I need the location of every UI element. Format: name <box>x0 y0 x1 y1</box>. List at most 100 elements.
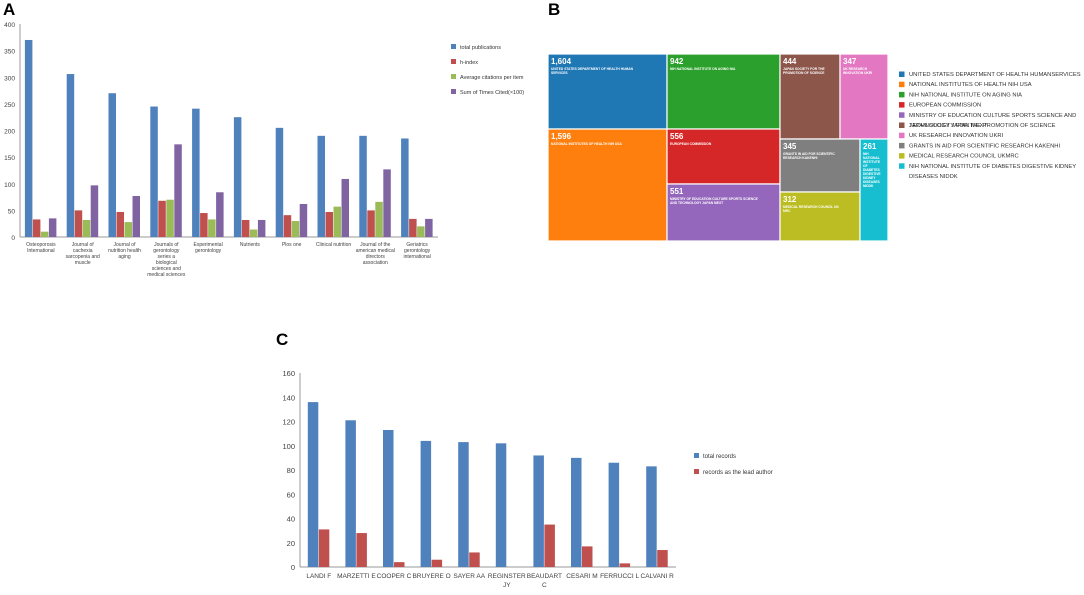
chart-a-bar <box>325 211 333 237</box>
chart-a-category-label: International <box>27 248 55 254</box>
chart-a-bar <box>359 135 367 237</box>
chart-a-ytick-label: 300 <box>4 75 15 82</box>
treemap-name-label: EUROPEAN COMMISSION <box>670 142 712 146</box>
chart-a-journals: 0 50 100 150 200 250 300 350 400 OsteoporosisInte… <box>4 22 524 278</box>
treemap-name-label: NIH NATIONAL INSTITUTE OF DIABETES DIGESTIVE K… <box>863 152 881 188</box>
treemap-legend-label: NIH NATIONAL INSTITUTE ON AGING NIA <box>909 92 1022 98</box>
chart-c-authors: 0 20 40 60 80 100 120 140 160 LANDI F MARZETTI E CO… <box>282 369 773 589</box>
chart-a-category-label: aging <box>118 254 130 260</box>
treemap-cell <box>547 128 668 242</box>
treemap-legend-label: GRANTS IN AID FOR SCIENTIFIC RESEARCH KA… <box>909 143 1060 149</box>
chart-a-bar <box>200 213 208 237</box>
chart-a-category-label: association <box>363 260 388 266</box>
panel-label-b: B <box>548 0 561 19</box>
chart-a-category-label: american medical <box>356 248 395 254</box>
chart-c-ytick-label: 120 <box>282 418 295 427</box>
treemap-legend-swatch <box>899 153 905 159</box>
treemap-value-label: 345 <box>783 142 797 151</box>
chart-a-category-label: biological <box>156 260 177 266</box>
treemap-name-label: GRANTS IN AID FOR SCIENTIFIC RESEARCH KAK… <box>783 152 835 160</box>
chart-c-ytick-label: 140 <box>282 393 295 402</box>
chart-a-bar <box>108 93 116 237</box>
chart-a-legend-label: Sum of Times Cited(×100) <box>460 90 524 96</box>
chart-c-legend-label: records as the lead author <box>703 470 773 476</box>
chart-c-bar <box>608 462 620 567</box>
chart-a-bar <box>409 218 417 237</box>
chart-a-ytick-label: 250 <box>4 102 15 109</box>
chart-a-bar <box>425 218 433 237</box>
treemap-legend-label: MINISTRY OF EDUCATION CULTURE SPORTS SCI… <box>909 113 1076 129</box>
chart-a-ytick-label: 150 <box>4 155 15 162</box>
chart-c-bar <box>318 529 330 567</box>
chart-a-ytick-label: 200 <box>4 129 15 136</box>
chart-a-bar <box>317 135 325 237</box>
chart-a-category-label: sciences and <box>152 266 181 272</box>
chart-a-bar <box>48 218 57 237</box>
chart-a-bar <box>367 210 375 237</box>
chart-c-bar <box>657 550 668 567</box>
treemap-name-label: UK RESEARCH INNOVATION UKRI <box>843 67 872 75</box>
chart-a-category-label: Journals of <box>154 242 179 248</box>
chart-c-ytick-label: 100 <box>282 442 295 451</box>
chart-c-bar <box>582 546 593 567</box>
chart-a-legend-swatch <box>451 74 456 79</box>
chart-a-category-label: directors <box>366 254 386 260</box>
chart-c-bar <box>394 562 405 567</box>
chart-a-legend-swatch <box>451 44 456 49</box>
chart-a-bar <box>166 199 174 237</box>
chart-c-category-label: C <box>542 582 547 589</box>
chart-c-ytick-label: 160 <box>282 369 295 378</box>
treemap-cell <box>839 53 889 140</box>
chart-a-bar <box>341 178 349 237</box>
treemap-name-label: UNITED STATES DEPARTMENT OF HEALTH HUMAN… <box>551 67 634 75</box>
chart-a-legend-label: h-index <box>460 60 478 66</box>
chart-c-bar <box>420 440 432 567</box>
chart-a-bar <box>192 108 200 237</box>
chart-a-category-label: Clinical nutrition <box>316 242 352 248</box>
treemap-cell <box>779 53 841 140</box>
treemap-name-label: MINISTRY OF EDUCATION CULTURE SPORTS SCI… <box>670 197 759 205</box>
chart-c-bar <box>345 420 356 567</box>
chart-a-bar <box>275 127 284 237</box>
chart-c-bar <box>356 533 367 567</box>
chart-a-bar <box>66 74 75 238</box>
treemap-value-label: 312 <box>783 195 797 204</box>
treemap-legend-swatch <box>899 142 905 149</box>
treemap-legend-swatch <box>899 112 905 118</box>
treemap-name-label: JAPAN SOCIETY FOR THE PROMOTION OF SCIENC… <box>783 67 825 75</box>
treemap-value-label: 556 <box>670 132 684 141</box>
treemap-value-label: 347 <box>843 57 857 66</box>
treemap-cell <box>666 53 781 130</box>
chart-a-bar <box>150 106 158 237</box>
chart-a-category-label: sarcopenia and <box>66 254 100 260</box>
chart-c-bar <box>533 455 544 567</box>
treemap-legend-swatch <box>899 163 905 169</box>
treemap-cell <box>666 128 781 185</box>
chart-a-category-label: gerontology <box>195 248 222 254</box>
panel-label-c: C <box>276 330 289 349</box>
chart-c-ytick-label: 40 <box>287 515 295 524</box>
treemap-value-label: 261 <box>863 142 877 151</box>
chart-c-legend-swatch <box>694 469 699 474</box>
chart-c-legend-label: total records <box>703 454 736 460</box>
treemap-cell <box>859 138 889 242</box>
treemap-legend-swatch <box>899 91 905 98</box>
chart-a-ytick-label: 0 <box>11 235 15 242</box>
treemap-cell <box>779 138 861 193</box>
chart-c-ytick-label: 80 <box>287 466 295 475</box>
chart-a-category-label: international <box>403 254 430 260</box>
chart-c-category-label: JY <box>503 582 511 589</box>
chart-c-category-label: LANDI F <box>306 573 331 580</box>
chart-a-bar <box>233 117 242 237</box>
treemap-legend-swatch <box>899 102 905 108</box>
chart-c-ytick-label: 0 <box>291 563 295 572</box>
chart-c-bar <box>646 466 657 567</box>
treemap-legend-label: NIH NATIONAL INSTITUTE OF DIABETES DIGES… <box>909 164 1076 180</box>
treemap-cell <box>666 183 781 242</box>
chart-a-bar <box>383 169 391 237</box>
treemap-legend-label: UK RESEARCH INNOVATION UKRI <box>909 133 1004 139</box>
chart-a-ytick-label: 100 <box>4 182 15 189</box>
chart-a-bar <box>40 231 49 237</box>
treemap-legend-label: NATIONAL INSTITUTES OF HEALTH NIH USA <box>909 82 1032 88</box>
